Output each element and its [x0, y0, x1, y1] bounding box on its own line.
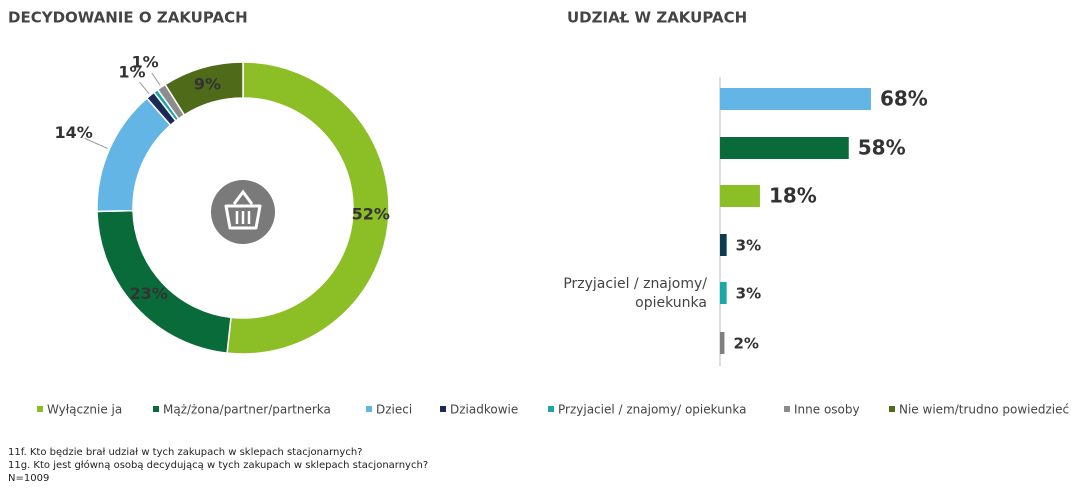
- legend-swatch: [784, 406, 790, 412]
- data-label: 23%: [130, 284, 168, 303]
- bar: [720, 137, 849, 159]
- data-label: 1%: [131, 52, 158, 71]
- donut-slice: [164, 61, 244, 116]
- data-label: 3%: [736, 237, 761, 255]
- legend-swatch: [366, 406, 372, 412]
- data-label: 1%: [118, 62, 145, 81]
- legend-label: Dzieci: [376, 403, 412, 417]
- data-label: 52%: [352, 204, 390, 223]
- bar: [720, 88, 871, 110]
- donut-slice: [226, 61, 390, 355]
- donut-slice: [96, 209, 232, 354]
- donut-slice: [96, 97, 172, 213]
- legend-label: Dziadkowie: [450, 403, 518, 417]
- leader-line: [151, 72, 161, 86]
- data-label: 2%: [733, 335, 758, 353]
- data-label: 14%: [54, 123, 92, 142]
- legend-swatch: [889, 406, 895, 412]
- legend-label: Wyłącznie ja: [47, 403, 122, 417]
- footnote: 11f. Kto będzie brał udział w tych zakup…: [8, 447, 362, 458]
- bar: [720, 185, 760, 207]
- legend-swatch: [153, 406, 159, 412]
- category-label: Przyjaciel / znajomy/opiekunka: [563, 276, 707, 311]
- data-label: 58%: [858, 136, 906, 160]
- bar-title: UDZIAŁ W ZAKUPACH: [567, 9, 747, 27]
- leader-line: [139, 81, 150, 94]
- legend-label: Przyjaciel / znajomy/ opiekunka: [558, 403, 747, 417]
- footnote: N=1009: [8, 473, 49, 484]
- legend-swatch: [440, 406, 446, 412]
- data-label: 9%: [194, 75, 221, 94]
- legend-label: Inne osoby: [794, 403, 860, 417]
- legend-label: Mąż/żona/partner/partnerka: [163, 403, 331, 417]
- legend-swatch: [37, 406, 43, 412]
- legend-label: Nie wiem/trudno powiedzieć: [899, 403, 1069, 417]
- donut-title: DECYDOWANIE O ZAKUPACH: [8, 9, 248, 27]
- bar: [720, 282, 727, 304]
- data-label: 18%: [769, 184, 817, 208]
- basket-icon: [211, 180, 275, 244]
- legend-swatch: [548, 406, 554, 412]
- bar: [720, 234, 727, 256]
- bar: [720, 332, 725, 354]
- leader-line: [84, 137, 108, 149]
- data-label: 68%: [880, 87, 928, 111]
- data-label: 3%: [736, 285, 761, 303]
- footnote: 11g. Kto jest główną osobą decydującą w …: [8, 459, 428, 471]
